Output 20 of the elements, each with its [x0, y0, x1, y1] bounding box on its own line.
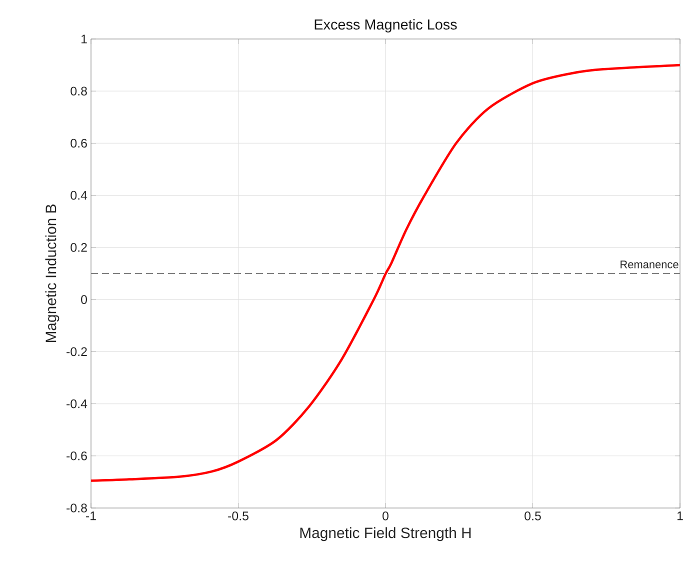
- y-tick-label: 0.2: [70, 243, 87, 252]
- ref-line-label: Remanence: [620, 260, 678, 268]
- y-tick-label: -0.8: [66, 504, 87, 512]
- x-axis-title: Magnetic Field Strength H: [300, 527, 471, 542]
- y-tick-label: 0.4: [70, 190, 88, 200]
- y-tick-label: 1: [82, 34, 87, 44]
- chart-title: Excess Magnetic Loss: [314, 19, 457, 32]
- y-tick-label: -0.4: [66, 399, 88, 408]
- x-tick-label: 0.5: [524, 512, 541, 520]
- line-series: [91, 64, 680, 482]
- x-tick-label: 1: [677, 512, 683, 520]
- x-tick-label: -0.5: [228, 512, 248, 520]
- x-tick-label: 0: [382, 512, 388, 520]
- y-tick-label: -0.2: [66, 347, 87, 356]
- y-tick-label: -0.6: [66, 451, 87, 460]
- y-axis-title: Magnetic Induction B: [45, 204, 60, 342]
- y-tick-label: 0.6: [70, 138, 87, 148]
- y-tick-label: 0: [81, 295, 87, 304]
- x-tick-label: -1: [86, 512, 96, 520]
- y-tick-label: 0.8: [70, 86, 87, 96]
